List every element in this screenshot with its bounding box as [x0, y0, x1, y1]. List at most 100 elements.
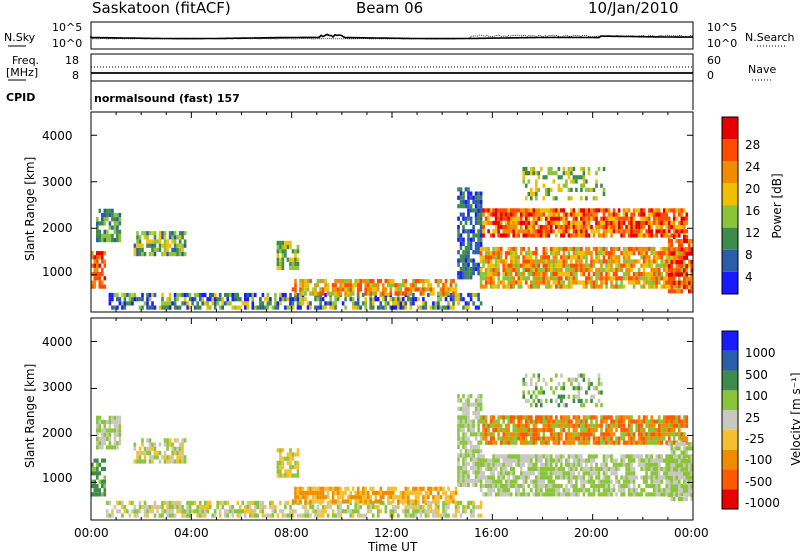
power-cell — [494, 246, 498, 252]
velocity-cell — [457, 432, 460, 437]
velocity-cell — [271, 505, 275, 510]
velocity-cell — [479, 406, 483, 411]
velocity-cell — [595, 419, 598, 424]
velocity-cell — [489, 415, 493, 420]
velocity-cell — [580, 428, 583, 433]
velocity-cell — [600, 415, 603, 420]
velocity-cell — [680, 459, 684, 464]
power-cell — [158, 305, 162, 310]
power-cell — [632, 263, 636, 268]
velocity-cell — [605, 415, 608, 420]
power-cell — [615, 216, 618, 221]
power-cell — [587, 272, 591, 277]
power-cell — [226, 297, 229, 302]
velocity-cell — [497, 471, 500, 476]
velocity-cell — [146, 513, 149, 518]
velocity-cell — [479, 458, 483, 463]
power-cell — [141, 297, 144, 302]
velocity-cell — [667, 471, 671, 476]
power-cell — [326, 301, 330, 306]
velocity-cell — [680, 483, 684, 489]
velocity-cell — [306, 500, 310, 505]
velocity-cell — [562, 386, 566, 391]
velocity-cell — [620, 475, 623, 480]
power-cell — [306, 305, 310, 310]
power-cell — [587, 216, 591, 221]
power-cell — [607, 276, 611, 281]
velocity-cell — [387, 490, 390, 496]
power-cell — [108, 297, 112, 302]
velocity-cell — [524, 423, 528, 428]
velocity-cell — [279, 448, 282, 453]
velocity-cell — [341, 509, 345, 514]
velocity-cell — [575, 428, 578, 433]
power-cell — [537, 276, 541, 281]
velocity-cell — [336, 490, 340, 496]
power-cell — [479, 276, 483, 281]
power-cell — [567, 267, 571, 272]
power-cell — [251, 297, 255, 302]
power-cell — [474, 250, 478, 255]
velocity-cell — [688, 442, 691, 447]
power-cell — [359, 287, 362, 292]
power-cell — [103, 233, 107, 238]
velocity-cell — [580, 436, 583, 441]
velocity-cell — [527, 458, 531, 463]
power-cell — [384, 297, 388, 302]
velocity-cell — [577, 394, 581, 399]
power-cell — [281, 257, 285, 262]
velocity-cell — [602, 479, 606, 484]
velocity-cell — [642, 458, 646, 463]
velocity-cell — [522, 436, 525, 441]
velocity-colorbar-segment — [722, 410, 738, 430]
power-cell — [477, 229, 480, 234]
power-cell — [504, 233, 508, 238]
velocity-cell — [590, 394, 593, 399]
velocity-cell — [106, 445, 109, 450]
velocity-cell — [412, 486, 415, 491]
velocity-cell — [504, 458, 508, 463]
power-cell — [683, 247, 686, 252]
velocity-cell — [316, 499, 320, 504]
power-cell — [291, 301, 295, 306]
power-cell — [570, 263, 573, 268]
power-cell — [106, 217, 109, 222]
power-cell — [557, 183, 561, 188]
velocity-cell — [148, 459, 152, 464]
power-cell — [585, 233, 588, 238]
velocity-cell — [477, 470, 480, 475]
velocity-cell — [96, 458, 99, 463]
power-cell — [575, 212, 578, 217]
power-cell — [479, 284, 483, 289]
velocity-cell — [685, 488, 689, 493]
power-cell — [103, 276, 107, 281]
velocity-cell — [487, 458, 490, 463]
velocity-cell — [467, 474, 470, 479]
velocity-cell — [587, 479, 591, 484]
velocity-cell — [532, 390, 536, 395]
power-cell — [605, 208, 608, 213]
power-cell — [600, 259, 603, 264]
velocity-cell — [459, 453, 463, 458]
power-cell — [552, 212, 556, 217]
power-cell — [482, 263, 485, 268]
velocity-cell — [407, 495, 410, 500]
velocity-cell — [514, 479, 518, 484]
power-cell — [138, 305, 142, 310]
velocity-cell — [550, 475, 553, 480]
power-cell — [479, 237, 483, 242]
power-cell — [585, 255, 588, 260]
velocity-cell — [557, 492, 561, 497]
power-cell — [98, 251, 102, 256]
power-cell — [640, 225, 643, 230]
velocity-cell — [286, 473, 290, 478]
power-cell — [547, 216, 551, 221]
velocity-cell — [647, 492, 651, 497]
power-cell — [497, 246, 500, 252]
power-cell — [474, 208, 478, 213]
velocity-cell — [196, 513, 199, 518]
velocity-cell — [662, 466, 666, 472]
velocity-cell — [590, 462, 593, 467]
velocity-cell — [289, 448, 292, 453]
velocity-cell — [121, 500, 124, 505]
